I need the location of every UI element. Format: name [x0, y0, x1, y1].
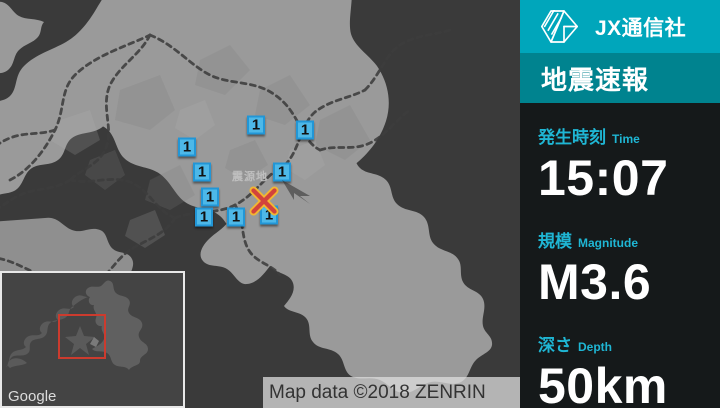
svg-text:Google: Google	[8, 388, 56, 405]
